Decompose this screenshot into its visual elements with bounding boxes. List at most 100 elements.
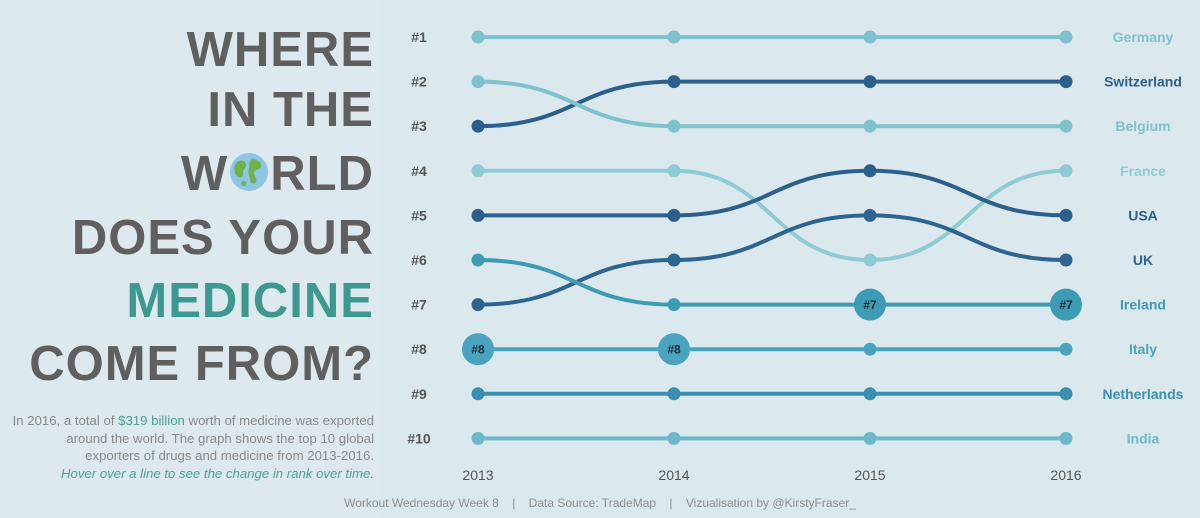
highlight-bubble-ireland-2015[interactable] bbox=[854, 288, 886, 321]
point-netherlands-2015[interactable] bbox=[863, 387, 877, 401]
point-netherlands-2016[interactable] bbox=[1059, 387, 1073, 401]
series-label-ireland: Ireland bbox=[1120, 297, 1166, 313]
highlight-label-italy-2014: #8 bbox=[667, 343, 681, 357]
series-label-netherlands: Netherlands bbox=[1103, 386, 1184, 402]
title-line-3: W RLD bbox=[181, 150, 374, 202]
highlight-label-italy-2013: #8 bbox=[471, 343, 485, 357]
highlight-bubble-ireland-2016[interactable] bbox=[1050, 288, 1082, 321]
point-uk-2014[interactable] bbox=[667, 253, 681, 267]
point-italy-2016[interactable] bbox=[1059, 342, 1073, 356]
title-line-3-end: RLD bbox=[270, 147, 374, 201]
point-usa-2015[interactable] bbox=[863, 164, 877, 178]
rank-label-4: #4 bbox=[411, 163, 427, 179]
rank-label-2: #2 bbox=[411, 74, 427, 90]
point-germany-2015[interactable] bbox=[863, 30, 877, 44]
title-line-6: COME FROM? bbox=[29, 337, 374, 391]
point-ireland-2014[interactable] bbox=[667, 298, 681, 312]
point-france-2014[interactable] bbox=[667, 164, 681, 178]
year-label-2014: 2014 bbox=[658, 467, 689, 483]
series-label-germany: Germany bbox=[1113, 29, 1174, 45]
footer-separator: | bbox=[512, 496, 516, 510]
point-germany-2016[interactable] bbox=[1059, 30, 1073, 44]
rank-label-6: #6 bbox=[411, 252, 427, 268]
footer-workout: Workout Wednesday Week 8 bbox=[344, 496, 499, 510]
rank-label-1: #1 bbox=[411, 29, 427, 45]
title-line-1: WHERE bbox=[186, 23, 374, 77]
highlight-bubble-italy-2014[interactable] bbox=[658, 333, 690, 366]
point-switzerland-2016[interactable] bbox=[1059, 75, 1073, 89]
title-line-4: DOES YOUR bbox=[71, 211, 374, 265]
point-italy-2015[interactable] bbox=[863, 342, 877, 356]
point-belgium-2014[interactable] bbox=[667, 119, 681, 133]
description-part-2: worth of medicine was exported around th… bbox=[66, 413, 374, 463]
point-switzerland-2013[interactable] bbox=[471, 119, 485, 133]
point-uk-2013[interactable] bbox=[471, 298, 485, 312]
year-axis-labels: 2013 2014 2015 2016 bbox=[462, 467, 1081, 483]
point-india-2015[interactable] bbox=[863, 431, 877, 445]
highlight-bubble-italy-2013[interactable] bbox=[462, 333, 494, 366]
globe-icon bbox=[228, 151, 270, 202]
footer-source: Data Source: TradeMap bbox=[528, 496, 657, 510]
point-germany-2014[interactable] bbox=[667, 30, 681, 44]
title-line-3-start: W bbox=[181, 147, 229, 201]
point-india-2016[interactable] bbox=[1059, 431, 1073, 445]
point-belgium-2013[interactable] bbox=[471, 75, 485, 89]
title-line-2: IN THE bbox=[207, 83, 374, 137]
highlight-label-ireland-2015: #7 bbox=[863, 298, 877, 312]
series-label-switzerland: Switzerland bbox=[1104, 74, 1182, 90]
year-label-2015: 2015 bbox=[854, 467, 885, 483]
point-france-2016[interactable] bbox=[1059, 164, 1073, 178]
point-netherlands-2014[interactable] bbox=[667, 387, 681, 401]
rank-label-10: #10 bbox=[407, 430, 431, 446]
footer-separator: | bbox=[669, 496, 673, 510]
footer-credit: Vizualisation by @KirstyFraser_ bbox=[685, 496, 856, 510]
series-label-italy: Italy bbox=[1129, 341, 1157, 357]
title-line-5: MEDICINE bbox=[126, 274, 374, 328]
point-switzerland-2014[interactable] bbox=[667, 75, 681, 89]
highlight-label-ireland-2016: #7 bbox=[1059, 298, 1073, 312]
footer: Workout Wednesday Week 8 | Data Source: … bbox=[0, 496, 1200, 510]
series-name-labels: Germany Switzerland Belgium France USA UK Irel… bbox=[1103, 29, 1184, 446]
rank-label-9: #9 bbox=[411, 386, 427, 402]
point-france-2013[interactable] bbox=[471, 164, 485, 178]
point-switzerland-2015[interactable] bbox=[863, 75, 877, 89]
line-belgium[interactable] bbox=[476, 79, 1068, 129]
description-highlight: $319 billion bbox=[118, 413, 185, 428]
point-germany-2013[interactable] bbox=[471, 30, 485, 44]
rank-label-5: #5 bbox=[411, 207, 427, 223]
series-label-belgium: Belgium bbox=[1115, 118, 1170, 134]
description-part-1: In 2016, a total of bbox=[12, 413, 119, 428]
rank-label-8: #8 bbox=[411, 341, 427, 357]
point-france-2015[interactable] bbox=[863, 253, 877, 267]
point-india-2013[interactable] bbox=[471, 431, 485, 445]
rank-axis-labels: #1 #2 #3 #4 #5 #6 #7 #8 #9 #10 bbox=[407, 29, 431, 446]
series-label-usa: USA bbox=[1128, 207, 1158, 223]
point-usa-2013[interactable] bbox=[471, 208, 485, 222]
point-belgium-2016[interactable] bbox=[1059, 119, 1073, 133]
series-label-india: India bbox=[1127, 430, 1160, 446]
title-panel: WHERE IN THE W RLD DOES YOUR MEDICINE CO… bbox=[0, 0, 380, 518]
rank-label-7: #7 bbox=[411, 297, 427, 313]
point-usa-2016[interactable] bbox=[1059, 208, 1073, 222]
point-belgium-2015[interactable] bbox=[863, 119, 877, 133]
line-uk[interactable] bbox=[476, 213, 1068, 307]
series-lines[interactable] bbox=[476, 34, 1068, 441]
point-uk-2016[interactable] bbox=[1059, 253, 1073, 267]
rank-label-3: #3 bbox=[411, 118, 427, 134]
year-label-2016: 2016 bbox=[1050, 467, 1081, 483]
year-label-2013: 2013 bbox=[462, 467, 493, 483]
point-usa-2014[interactable] bbox=[667, 208, 681, 222]
highlighted-points[interactable]: #8 #8 #7 #7 bbox=[462, 288, 1082, 366]
line-switzerland[interactable] bbox=[476, 79, 1068, 129]
line-ireland[interactable] bbox=[476, 258, 1068, 307]
series-label-france: France bbox=[1120, 163, 1166, 179]
line-usa[interactable] bbox=[476, 168, 1068, 218]
line-france[interactable] bbox=[476, 168, 1068, 263]
point-india-2014[interactable] bbox=[667, 431, 681, 445]
series-label-uk: UK bbox=[1133, 252, 1153, 268]
description: In 2016, a total of $319 billion worth o… bbox=[8, 412, 374, 482]
point-netherlands-2013[interactable] bbox=[471, 387, 485, 401]
point-ireland-2013[interactable] bbox=[471, 253, 485, 267]
point-uk-2015[interactable] bbox=[863, 208, 877, 222]
